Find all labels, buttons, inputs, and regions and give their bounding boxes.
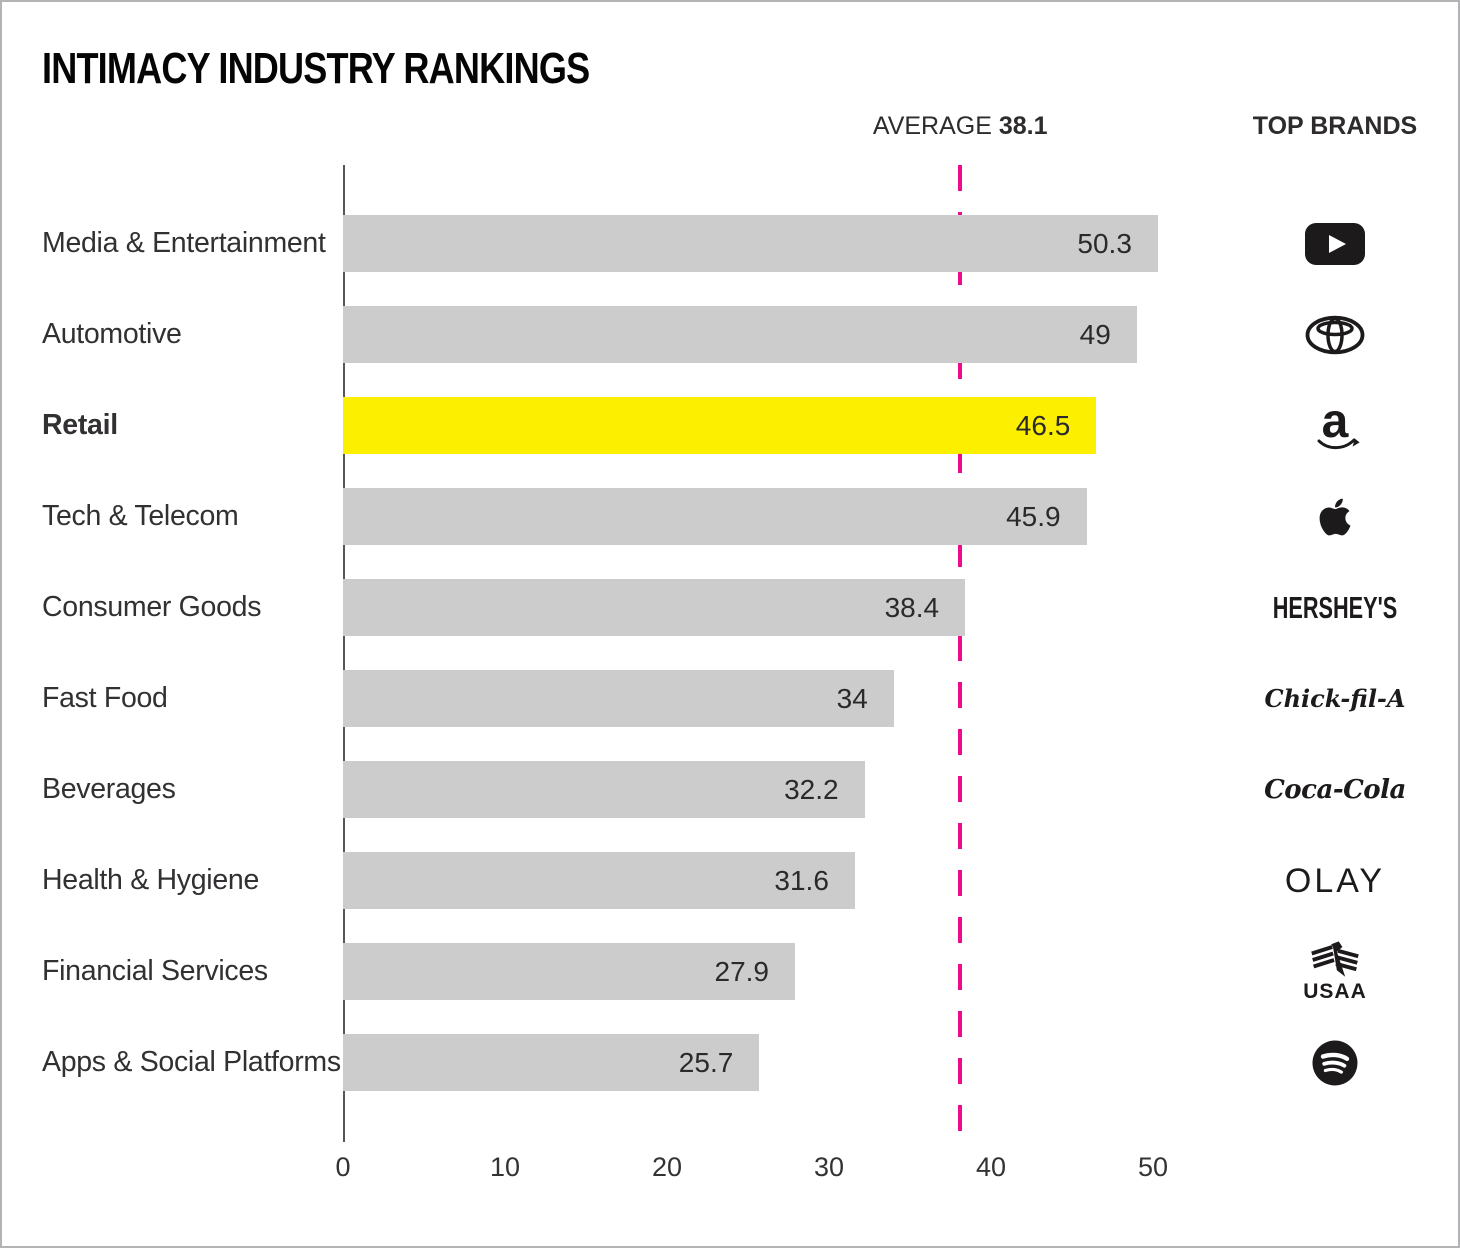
x-axis-tick-label: 0 (335, 1152, 351, 1182)
bar-value-label: 32.2 (784, 774, 839, 805)
category-label-fast-food: Fast Food (42, 682, 168, 714)
amazon-logo: a (1235, 376, 1435, 476)
spotify-logo (1235, 1013, 1435, 1113)
hersheys-wordmark: HERSHEY'S (1272, 590, 1398, 625)
bar-apps-social-platforms: 25.7 (343, 1034, 760, 1091)
bar-value-label: 31.6 (774, 865, 829, 896)
usaa-logo: USAA (1235, 922, 1435, 1022)
x-axis-tick-label: 30 (813, 1152, 845, 1182)
average-value: 38.1 (998, 112, 1048, 140)
bar-consumer-goods: 38.4 (343, 579, 966, 636)
bar-beverages: 32.2 (343, 761, 865, 818)
average-label: AVERAGE (872, 112, 992, 140)
bar-value-label: 49 (1079, 319, 1111, 350)
svg-text:a: a (1322, 397, 1349, 448)
x-axis-tick-label: 40 (975, 1152, 1007, 1182)
bar-retail: 46.5 (343, 397, 1097, 454)
average-dashed-line (958, 165, 963, 1142)
apple-logo (1235, 467, 1435, 567)
youtube-logo (1235, 194, 1435, 294)
category-label-consumer-goods: Consumer Goods (42, 591, 262, 623)
page-title: INTIMACY INDUSTRY RANKINGS (42, 44, 590, 93)
bar-value-label: 46.5 (1015, 410, 1071, 441)
category-label-tech-telecom: Tech & Telecom (42, 500, 239, 532)
bar-value-label: 34 (836, 683, 868, 714)
bar-value-label: 45.9 (1006, 501, 1061, 532)
average-header: AVERAGE 38.1 (810, 112, 1110, 141)
bar-health-hygiene: 31.6 (343, 852, 855, 909)
bar-tech-telecom: 45.9 (343, 488, 1087, 545)
coca-cola-wordmark: Coca-Cola (1264, 774, 1406, 805)
y-axis-line (343, 165, 345, 1142)
category-label-retail: Retail (42, 409, 118, 441)
x-axis-tick-label: 20 (651, 1152, 683, 1182)
chick-fil-a-wordmark: Chick-fil-A (1264, 683, 1406, 713)
olay-wordmark: OLAY (1284, 861, 1386, 900)
top-brands-header: TOP BRANDS (1252, 112, 1418, 140)
toyota-logo (1235, 285, 1435, 385)
x-axis-tick-label: 10 (489, 1152, 521, 1182)
bar-media-entertainment: 50.3 (343, 215, 1158, 272)
bar-financial-services: 27.9 (343, 943, 795, 1000)
x-axis-tick-label: 50 (1137, 1152, 1169, 1182)
category-label-beverages: Beverages (42, 773, 176, 805)
category-label-financial-services: Financial Services (42, 955, 268, 987)
bar-automotive: 49 (343, 306, 1137, 363)
category-label-apps-social-platforms: Apps & Social Platforms (42, 1046, 341, 1078)
category-label-media-entertainment: Media & Entertainment (42, 227, 326, 259)
category-label-automotive: Automotive (42, 318, 182, 350)
bar-value-label: 38.4 (884, 592, 940, 623)
bar-value-label: 27.9 (714, 956, 770, 987)
bar-value-label: 25.7 (678, 1047, 734, 1078)
category-label-health-hygiene: Health & Hygiene (42, 864, 259, 896)
bar-value-label: 50.3 (1077, 228, 1132, 259)
bar-fast-food: 34 (343, 670, 894, 727)
